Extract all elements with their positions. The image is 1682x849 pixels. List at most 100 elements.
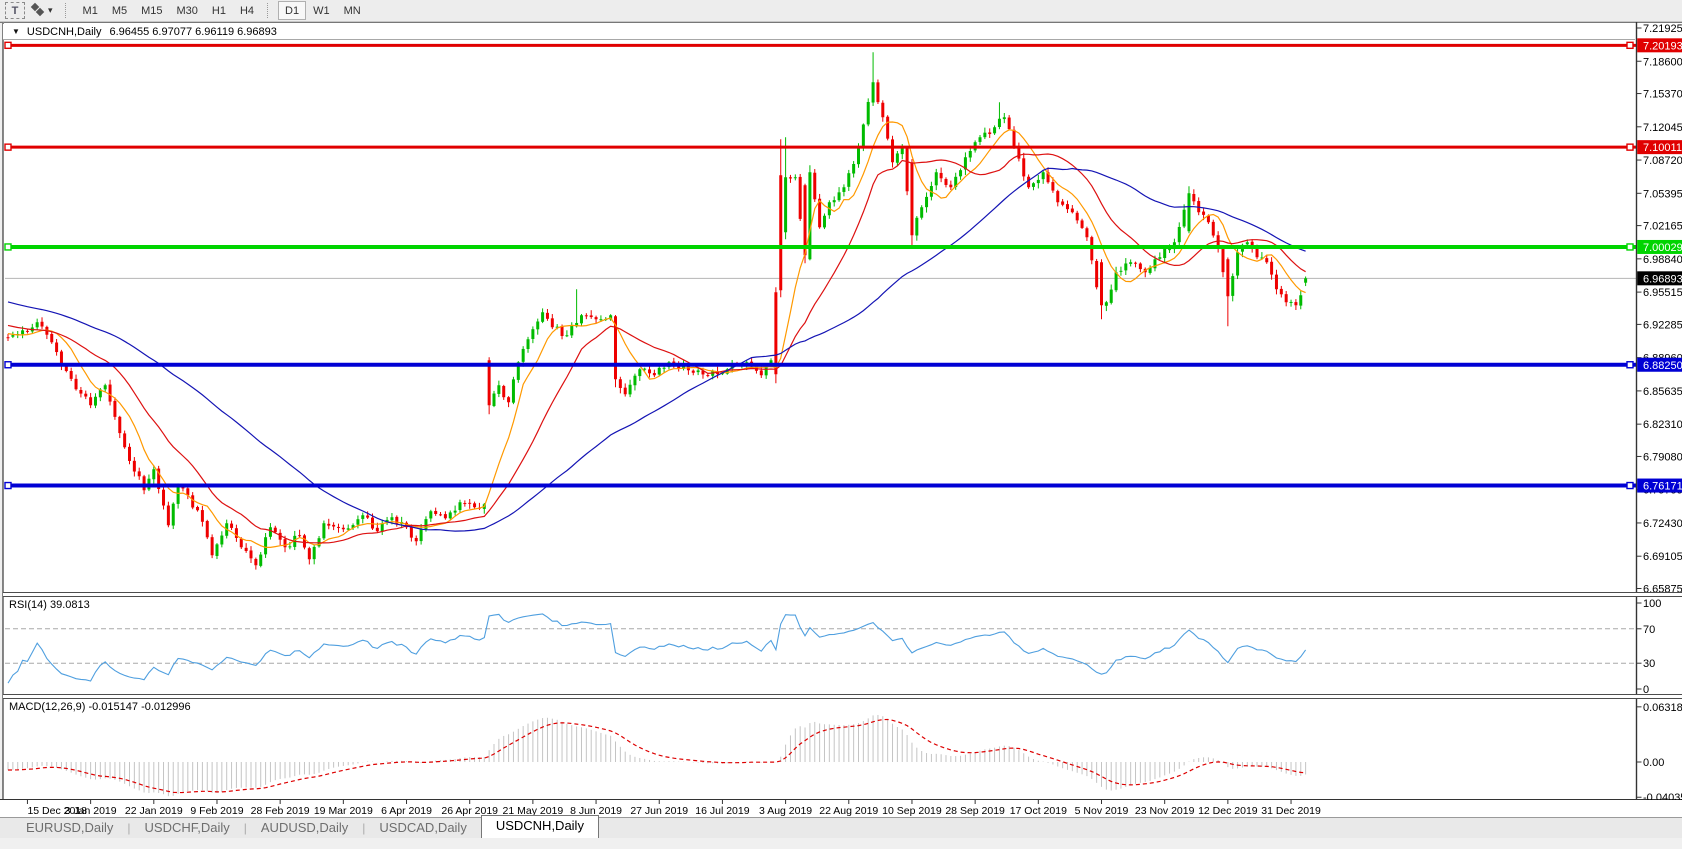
candle-body <box>205 520 209 538</box>
timeframe-button-m5[interactable]: M5 <box>111 4 128 17</box>
line-anchor-handle[interactable] <box>4 143 12 151</box>
line-anchor-handle[interactable] <box>1626 41 1634 50</box>
candle-body <box>857 147 860 165</box>
candle-body <box>230 523 234 528</box>
candle-body <box>886 116 890 139</box>
candle-body <box>448 512 452 519</box>
pane-splitter-rsi[interactable] <box>3 592 1682 597</box>
candle-body <box>1095 261 1099 288</box>
candle-body <box>142 476 146 491</box>
toolbar-separator <box>64 3 72 18</box>
candle-body <box>298 535 302 537</box>
pane-splitter-macd[interactable] <box>3 694 1682 699</box>
candlestick-series <box>6 52 1308 570</box>
dropdown-caret-icon[interactable]: ▾ <box>48 5 53 15</box>
candle-body <box>419 529 423 542</box>
tab-usdchf-daily[interactable]: USDCHF,Daily <box>144 820 230 835</box>
candle-body <box>93 396 97 406</box>
text-tool-button[interactable]: T <box>5 2 25 19</box>
line-anchor-handle[interactable] <box>1626 243 1634 251</box>
timeframe-button-h1[interactable]: H1 <box>211 4 226 17</box>
candle-body <box>439 514 443 516</box>
timeframe-button-h4[interactable]: H4 <box>239 4 255 17</box>
candle-body <box>157 468 161 490</box>
candle-body <box>1211 221 1215 236</box>
candle-body <box>288 546 292 548</box>
timeframe-button-mn[interactable]: MN <box>343 4 361 17</box>
date-tick-label: 15 Dec 2018 <box>27 805 87 817</box>
candle-body <box>113 400 117 417</box>
rsi-tick-label: 0 <box>1643 684 1649 694</box>
price-line-badge <box>1637 271 1682 286</box>
timeframe-button-m30[interactable]: M30 <box>176 4 198 17</box>
candle-body <box>409 526 413 538</box>
candle-body <box>696 370 700 373</box>
candle-body <box>21 330 25 335</box>
candle-body <box>847 173 851 187</box>
tab-audusd-daily[interactable]: AUDUSD,Daily <box>260 820 349 835</box>
candle-body <box>638 369 642 377</box>
candle-body <box>118 416 122 434</box>
candle-body <box>128 446 131 461</box>
timeframe-button-m1[interactable]: M1 <box>82 4 98 17</box>
candle-body <box>458 502 462 511</box>
price-line-badge-label: 6.76171 <box>1643 481 1682 493</box>
candle-body <box>1270 261 1274 275</box>
candle-body <box>997 118 1001 128</box>
candle-body <box>993 127 997 134</box>
tab-usdcnh-daily[interactable]: USDCNH,Daily <box>480 815 599 838</box>
candle-body <box>1036 179 1040 184</box>
candle-body <box>492 393 496 407</box>
candle-body <box>210 537 214 556</box>
macd-label: MACD(12,26,9) -0.015147 -0.012996 <box>9 701 191 713</box>
candle-body <box>1041 172 1045 180</box>
candle-body <box>1236 252 1240 276</box>
candle-body <box>550 318 554 328</box>
candle-body <box>852 163 856 174</box>
candle-body <box>25 330 29 332</box>
candle-body <box>881 102 885 118</box>
date-tick-label: 10 Sep 2019 <box>882 805 942 817</box>
line-anchor-handle[interactable] <box>1626 481 1634 490</box>
rsi-pane-background <box>3 597 1682 694</box>
tab-eurusd-daily[interactable]: EURUSD,Daily <box>26 820 114 835</box>
line-anchor-handle[interactable] <box>1626 143 1634 151</box>
candle-body <box>944 178 948 185</box>
candle-body <box>1031 183 1035 187</box>
main-chart-pane[interactable]: 7.21925 7.18600 7.15370 7.12045 7.08720 7.053… <box>0 22 1682 592</box>
candle-body <box>341 527 345 530</box>
candle-body <box>939 172 943 179</box>
price-line-badge-label: 7.00029 <box>1643 242 1682 254</box>
rsi-tick-label: 70 <box>1643 624 1655 636</box>
date-tick-label: 12 Dec 2019 <box>1198 805 1258 817</box>
candle-body <box>375 527 379 532</box>
candle-body <box>628 384 632 395</box>
candle-body <box>1168 249 1172 251</box>
candle-body <box>720 373 724 375</box>
line-anchor-handle[interactable] <box>4 481 12 490</box>
line-anchor-handle[interactable] <box>4 41 12 50</box>
macd-indicator-pane[interactable]: 0.063184 0.00 -0.040355 <box>0 699 1682 800</box>
timeframe-button-w1[interactable]: W1 <box>313 4 330 17</box>
objects-tool-button[interactable]: ▾ <box>27 2 58 19</box>
line-anchor-handle[interactable] <box>4 243 12 251</box>
collapse-triangle-icon[interactable]: ▼ <box>12 27 20 36</box>
candle-body <box>79 389 83 394</box>
candle-body <box>434 510 438 514</box>
date-tick-label: 16 Jul 2019 <box>695 805 749 817</box>
candle-body <box>371 517 374 529</box>
rsi-indicator-pane[interactable]: 100 70 30 0 <box>0 597 1682 694</box>
candle-body <box>895 153 899 163</box>
price-tick-label: 6.92285 <box>1643 319 1682 331</box>
tab-usdcad-daily[interactable]: USDCAD,Daily <box>379 820 467 835</box>
candle-body <box>565 335 569 337</box>
candle-body <box>1192 194 1196 202</box>
line-anchor-handle[interactable] <box>4 361 12 369</box>
candle-body <box>1085 228 1089 238</box>
timeframe-button-d1[interactable]: D1 <box>278 1 307 20</box>
price-tick-label: 7.21925 <box>1643 23 1682 35</box>
candle-body <box>526 339 530 349</box>
timeframe-button-m15[interactable]: M15 <box>141 4 163 17</box>
line-anchor-handle[interactable] <box>1626 361 1634 369</box>
